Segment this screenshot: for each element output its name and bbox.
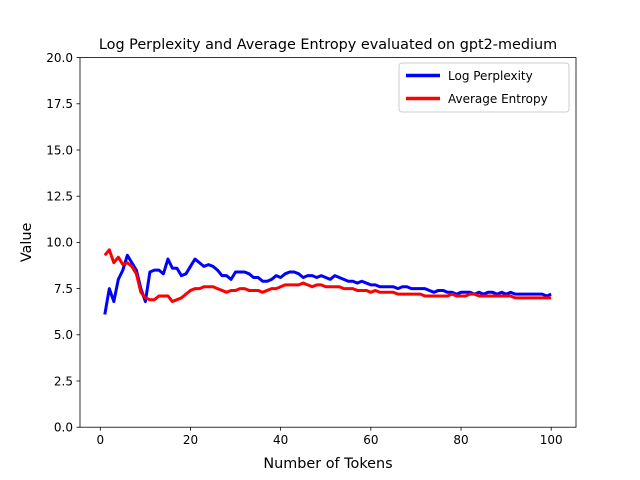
y-axis-ticks: 0.0 2.5 5.0 7.5 10.0 12.5 15.0 17.5 20.0 [46,51,80,435]
y-tick-label: 0.0 [54,421,73,435]
series-layer [103,248,552,315]
plot-background [80,57,576,428]
y-axis-label: Value [19,223,35,263]
y-tick-label: 20.0 [46,51,73,65]
x-tick-label: 40 [273,433,288,447]
x-tick-label: 0 [96,433,104,447]
y-tick-label: 5.0 [54,328,73,342]
chart-title: Log Perplexity and Average Entropy evalu… [99,37,557,53]
x-tick-label: 100 [540,433,563,447]
y-tick-label: 2.5 [54,374,73,388]
y-tick-label: 7.5 [54,282,73,296]
legend-label-average-entropy: Average Entropy [448,92,548,106]
series-line-average-entropy [103,248,552,304]
y-tick-label: 10.0 [46,236,73,250]
x-tick-label: 80 [453,433,468,447]
legend-box [398,62,570,113]
legend-label-log-perplexity: Log Perplexity [448,69,533,83]
x-tick-label: 20 [183,433,198,447]
legend: Log Perplexity Average Entropy [398,62,570,113]
x-axis-ticks: 0 20 40 60 80 100 [96,427,563,447]
y-tick-label: 15.0 [46,143,73,157]
y-tick-label: 12.5 [46,190,73,204]
series-line-log-perplexity [103,253,552,315]
x-tick-label: 60 [363,433,378,447]
plot-area [79,57,577,428]
y-tick-label: 17.5 [46,97,73,111]
x-axis-label: Number of Tokens [263,456,392,472]
